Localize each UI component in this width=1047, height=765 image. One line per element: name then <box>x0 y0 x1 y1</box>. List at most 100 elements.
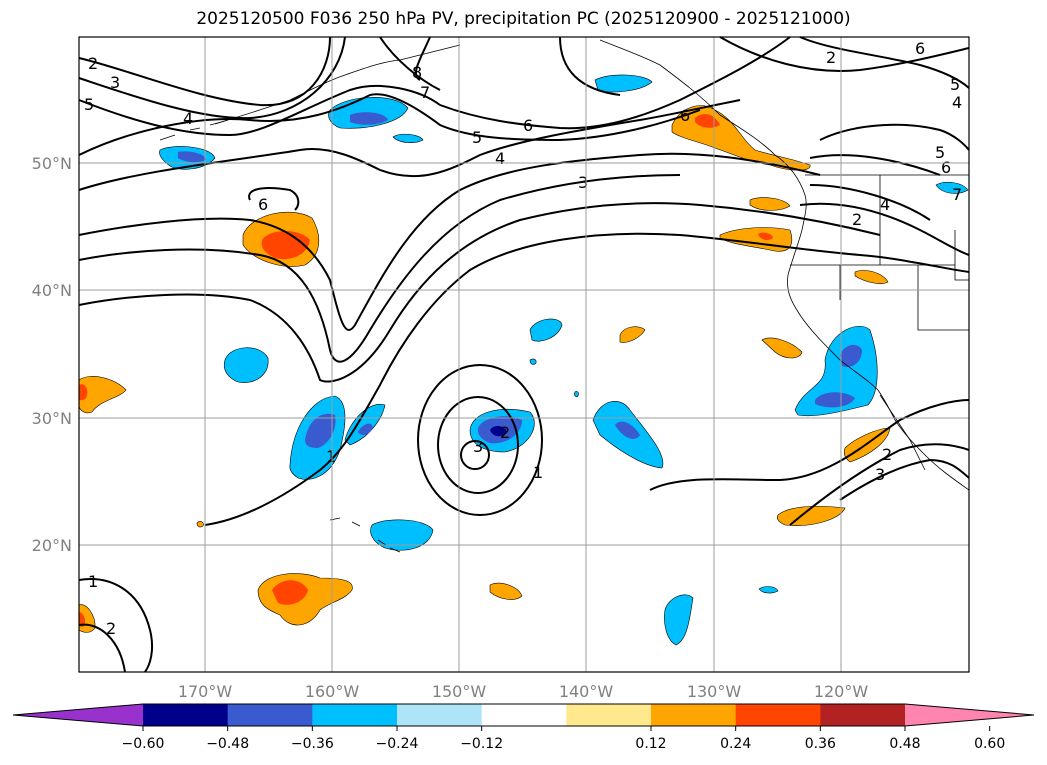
pv-contour-cutoff-2 <box>437 396 519 494</box>
contour-label: 1 <box>326 447 336 466</box>
gridlines <box>79 37 969 672</box>
pv-contour-a <box>78 152 821 331</box>
hawaii-islands <box>329 517 401 553</box>
pv-contour-cutoff-1 <box>417 364 543 516</box>
pv-contour-h <box>78 578 154 673</box>
precip-blob <box>78 376 127 414</box>
colorbar-swatch <box>651 704 737 726</box>
precip-blob <box>178 151 206 163</box>
colorbar-tick-label: −0.12 <box>460 736 503 752</box>
contour-label: 6 <box>523 116 533 135</box>
contour-label: 3 <box>578 173 588 192</box>
map-frame <box>78 36 970 673</box>
pv-contour-6 <box>78 99 741 191</box>
precip-blob <box>223 347 269 383</box>
precip-blob <box>758 232 773 241</box>
precip-blob <box>370 519 434 551</box>
pv-contour-n <box>379 36 441 91</box>
precip-blob <box>574 391 579 398</box>
pv-contour-k <box>719 36 970 72</box>
pv-contour-d <box>248 187 300 211</box>
precip-blob <box>529 318 563 342</box>
aleutians <box>159 119 229 141</box>
precip-blob <box>79 384 88 401</box>
map-title: 2025120500 F036 250 hPa PV, precipitatio… <box>196 9 851 29</box>
lon-label: 140°W <box>559 682 614 701</box>
precip-blob <box>594 74 653 93</box>
colorbar-swatch <box>566 704 652 726</box>
precip-blob <box>344 403 386 446</box>
colorbar-tick-label: −0.36 <box>291 736 334 752</box>
pv-contour-2 <box>78 36 331 107</box>
pv-contour-c <box>78 202 881 383</box>
pv-contour-labels: 2 3 5 4 6 7 8 5 6 4 3 6 2 6 5 4 5 6 4 2 … <box>84 39 962 638</box>
lat-label: 30°N <box>32 409 72 428</box>
precip-blob <box>854 270 889 284</box>
contour-label: 4 <box>183 109 193 128</box>
contour-label: 4 <box>495 149 505 168</box>
pv-contour-m <box>559 36 621 96</box>
contour-label: 3 <box>110 73 120 92</box>
precip-blob <box>489 582 523 600</box>
contour-label: 7 <box>420 83 430 102</box>
colorbar-extend-high <box>905 704 1034 726</box>
contour-label: 3 <box>473 437 483 456</box>
pv-contour-l <box>799 36 970 89</box>
colorbar-swatch <box>820 704 906 726</box>
lon-label: 160°W <box>305 682 360 701</box>
precip-blob <box>392 133 424 143</box>
colorbar-extend-low <box>13 704 143 726</box>
contour-label: 7 <box>952 185 962 204</box>
pv-contour-j <box>799 123 970 256</box>
precip-blob <box>619 326 646 343</box>
colorbar-tick-label: 0.48 <box>889 736 920 752</box>
contour-label: 2 <box>500 423 510 442</box>
colorbar-tick-label: −0.48 <box>206 736 249 752</box>
contour-label: 5 <box>472 128 482 147</box>
precip-blob <box>261 231 310 260</box>
contour-label: 5 <box>950 75 960 94</box>
contour-label: 4 <box>880 195 890 214</box>
border-states <box>790 175 969 331</box>
precip-blob <box>529 358 537 365</box>
contour-label: 6 <box>915 39 925 58</box>
pv-contour-f <box>789 443 970 526</box>
lat-label: 50°N <box>32 154 72 173</box>
pv-contour-g <box>839 458 970 501</box>
lat-labels: 50°N 40°N 30°N 20°N <box>32 154 72 555</box>
contour-label: 2 <box>882 445 892 464</box>
contour-label: 2 <box>106 619 116 638</box>
precip-blob <box>490 426 507 437</box>
pv-contour-4 <box>78 93 701 156</box>
precip-blob <box>196 521 204 528</box>
contour-label: 5 <box>935 143 945 162</box>
precip-blob <box>305 413 336 448</box>
colorbar-swatch <box>735 704 821 726</box>
precip-blob <box>758 586 779 594</box>
precip-blob <box>749 197 791 211</box>
precip-blob <box>350 112 388 125</box>
colorbar-tick-label: 0.24 <box>720 736 751 752</box>
contour-label: 2 <box>826 48 836 67</box>
lon-labels: 170°W 160°W 150°W 140°W 130°W 120°W <box>178 682 869 701</box>
colorbar-tick-label: −0.24 <box>376 736 419 752</box>
precip-blob <box>664 594 694 646</box>
colorbar-swatch <box>227 704 313 726</box>
contour-label: 4 <box>952 93 962 112</box>
colorbar-swatch <box>481 704 567 726</box>
pv-contour-5 <box>78 36 791 137</box>
lon-label: 120°W <box>814 682 869 701</box>
pv-contour-cutoff-3 <box>460 440 490 470</box>
colorbar-tick-label: 0.36 <box>805 736 836 752</box>
colorbar-tick-label: 0.60 <box>974 736 1005 752</box>
colorbar: −0.60 −0.48 −0.36 −0.24 −0.12 0.12 0.24 0.36 0.4… <box>12 703 1035 752</box>
contour-label: 6 <box>680 106 690 125</box>
precip-blob <box>79 612 86 627</box>
precip-blob <box>815 392 855 408</box>
pv-contour-b <box>78 174 681 363</box>
contour-label: 5 <box>84 95 94 114</box>
precip-blob <box>358 423 373 435</box>
lon-label: 170°W <box>178 682 233 701</box>
precip-blob <box>840 344 862 368</box>
